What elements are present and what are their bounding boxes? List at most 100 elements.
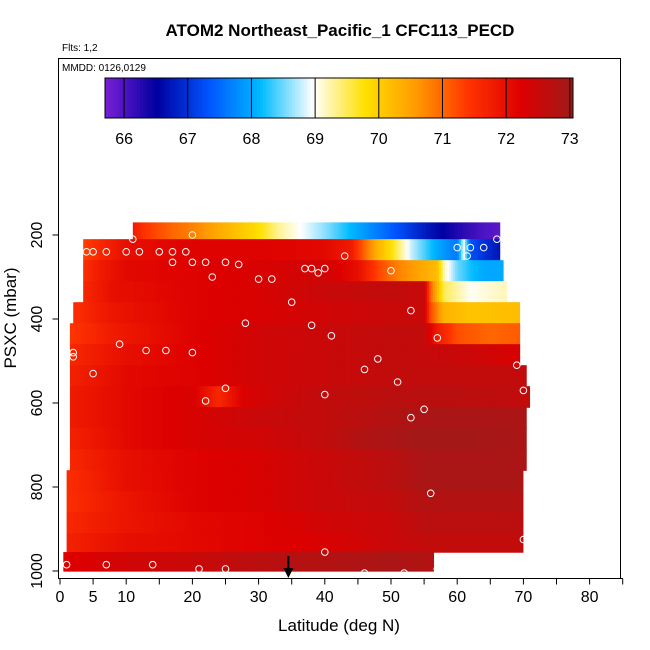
heatmap-cell xyxy=(277,449,281,471)
heatmap-cell xyxy=(362,533,366,553)
heatmap-cell xyxy=(149,428,153,450)
sample-point xyxy=(321,390,329,399)
heatmap-cell xyxy=(473,428,477,450)
heatmap-cell xyxy=(278,491,282,513)
heatmap-cell xyxy=(285,302,288,324)
colorbar-segment xyxy=(406,78,410,118)
heatmap-cell xyxy=(173,449,177,471)
heatmap-cell xyxy=(199,552,202,572)
colorbar-segment xyxy=(143,78,147,118)
heatmap-cell xyxy=(501,323,505,345)
heatmap-cell xyxy=(142,533,146,553)
heatmap-cell xyxy=(285,239,288,261)
heatmap-cell xyxy=(333,428,337,450)
heatmap-cell xyxy=(451,302,454,324)
heatmap-cell xyxy=(186,533,190,553)
heatmap-cell xyxy=(435,428,439,450)
heatmap-cell xyxy=(377,449,381,471)
heatmap-cell xyxy=(295,344,299,366)
heatmap-cell xyxy=(221,552,224,572)
heatmap-cell xyxy=(521,365,525,387)
heatmap-cell xyxy=(141,428,145,450)
heatmap-cell xyxy=(224,533,228,553)
heatmap-cell xyxy=(95,260,98,282)
heatmap-cell xyxy=(431,386,435,408)
heatmap-cell xyxy=(295,260,298,282)
heatmap-cell xyxy=(355,260,358,282)
heatmap-cell xyxy=(445,365,449,387)
heatmap-cell xyxy=(295,365,299,387)
heatmap-cell xyxy=(409,302,412,324)
heatmap-cell xyxy=(302,222,306,240)
heatmap-cell xyxy=(134,491,138,513)
colorbar-segment xyxy=(245,78,249,118)
heatmap-cell xyxy=(479,386,483,408)
heatmap-cell xyxy=(360,512,364,534)
heatmap-cell xyxy=(464,222,468,240)
heatmap-cell xyxy=(466,222,470,240)
heatmap-cell xyxy=(75,344,79,366)
heatmap-cell xyxy=(159,407,163,429)
heatmap-cell xyxy=(467,428,471,450)
heatmap-cell xyxy=(223,365,227,387)
heatmap-cell xyxy=(298,222,302,240)
heatmap-cell xyxy=(439,323,443,345)
heatmap-cell xyxy=(283,449,287,471)
heatmap-cell xyxy=(456,512,460,534)
heatmap-cell xyxy=(217,428,221,450)
heatmap-cell xyxy=(397,239,400,261)
heatmap-cell xyxy=(253,302,256,324)
heatmap-cell xyxy=(137,386,141,408)
heatmap-cell xyxy=(352,222,356,240)
heatmap-cell xyxy=(283,323,287,345)
heatmap-cell xyxy=(199,323,203,345)
heatmap-cell xyxy=(470,512,474,534)
heatmap-cell xyxy=(155,386,159,408)
heatmap-cell xyxy=(73,449,77,471)
heatmap-cell xyxy=(279,365,283,387)
heatmap-cell xyxy=(152,533,156,553)
heatmap-cell xyxy=(525,407,527,429)
heatmap-cell xyxy=(272,491,276,513)
colorbar-segment xyxy=(268,78,273,118)
heatmap-cell xyxy=(137,552,140,572)
heatmap-cell xyxy=(151,302,154,324)
colorbar-segment xyxy=(549,78,554,118)
heatmap-cell xyxy=(339,552,342,572)
heatmap-cell xyxy=(157,365,161,387)
heatmap-cell xyxy=(99,302,102,324)
heatmap-cell xyxy=(174,533,178,553)
heatmap-cell xyxy=(102,470,106,492)
heatmap-cell xyxy=(333,281,336,303)
heatmap-cell xyxy=(217,323,221,345)
heatmap-cell xyxy=(207,386,211,408)
heatmap-cell xyxy=(140,533,144,553)
heatmap-cell xyxy=(131,302,134,324)
heatmap-cell xyxy=(427,239,430,261)
heatmap-cell xyxy=(215,449,219,471)
heatmap-cell xyxy=(278,222,282,240)
heatmap-cell xyxy=(352,512,356,534)
heatmap-cell xyxy=(81,552,84,572)
heatmap-cell xyxy=(159,323,163,345)
sample-point xyxy=(479,243,488,252)
heatmap-cell xyxy=(173,344,177,366)
heatmap-cell xyxy=(385,239,388,261)
heatmap-cell xyxy=(142,512,146,534)
heatmap-cell xyxy=(372,491,376,513)
heatmap-cell xyxy=(371,281,374,303)
heatmap-cell xyxy=(181,407,185,429)
heatmap-cell xyxy=(381,386,385,408)
heatmap-cell xyxy=(469,449,473,471)
heatmap-cell xyxy=(292,222,296,240)
heatmap-cell xyxy=(173,386,177,408)
heatmap-cell xyxy=(283,428,287,450)
colorbar-segment xyxy=(128,78,132,118)
heatmap-cell xyxy=(263,449,267,471)
sample-point xyxy=(188,231,197,239)
heatmap-cell xyxy=(295,302,298,324)
heatmap-cell xyxy=(80,533,84,553)
heatmap-cell xyxy=(101,239,104,261)
heatmap-cell xyxy=(522,470,524,492)
heatmap-cell xyxy=(198,222,202,240)
